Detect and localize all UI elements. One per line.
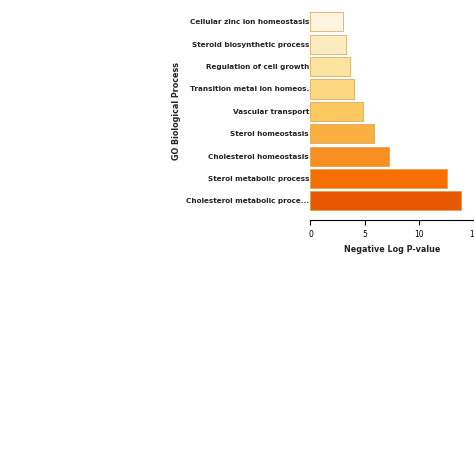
Bar (310, 169, 447, 188)
Bar (310, 80, 354, 99)
Bar (310, 35, 346, 54)
Bar (310, 124, 374, 143)
Bar (310, 146, 389, 166)
Text: (e): (e) (307, 0, 328, 1)
Bar (310, 191, 461, 210)
X-axis label: Negative Log P-value: Negative Log P-value (344, 245, 440, 254)
Y-axis label: GO Biological Process: GO Biological Process (172, 63, 181, 160)
Bar (310, 57, 350, 76)
Bar (310, 12, 343, 31)
Bar (310, 102, 363, 121)
